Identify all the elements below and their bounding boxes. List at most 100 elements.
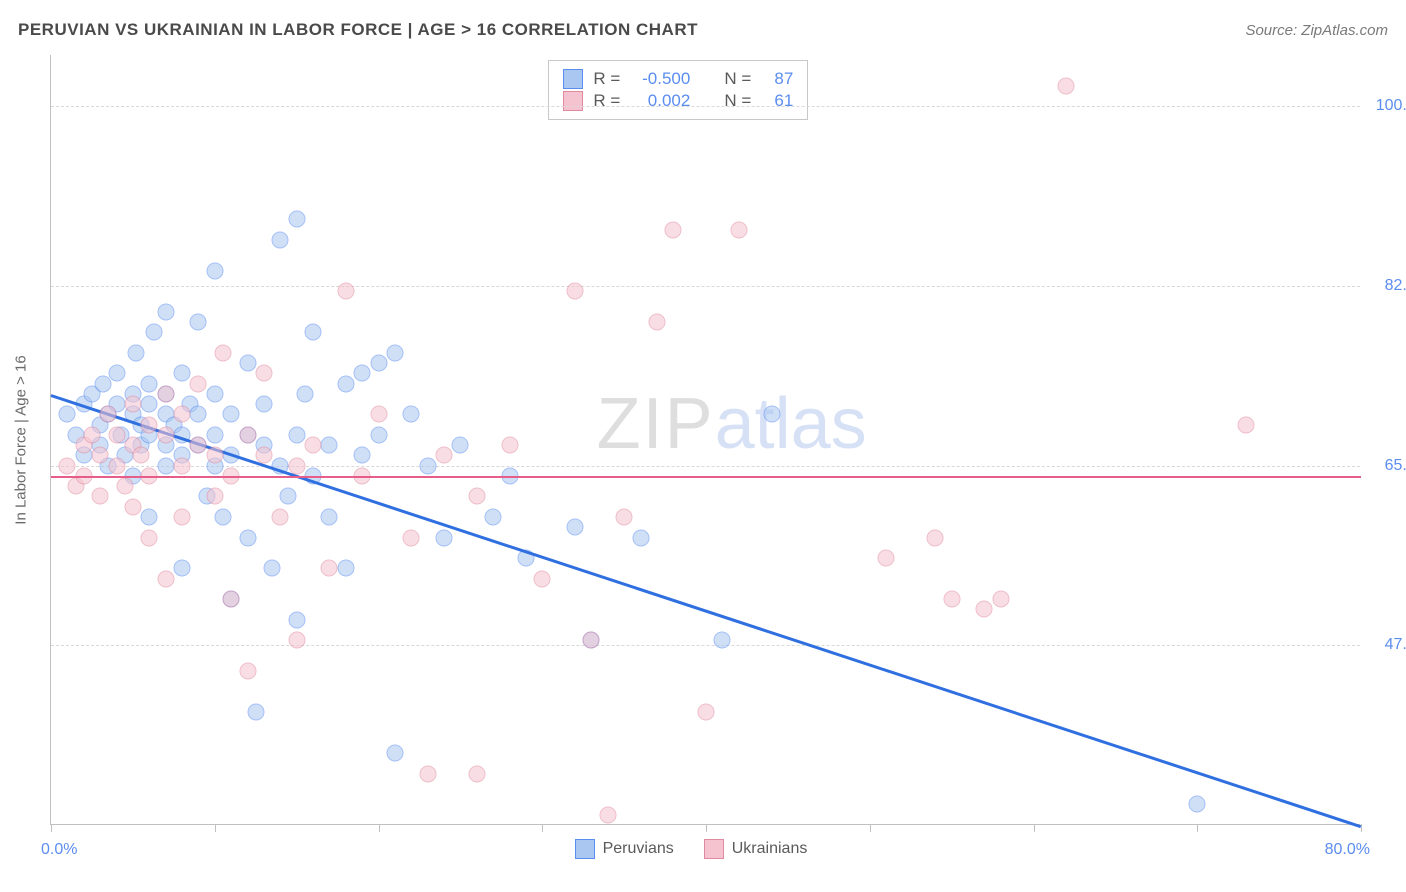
- data-point: [157, 570, 174, 587]
- data-point: [174, 457, 191, 474]
- data-point: [272, 231, 289, 248]
- data-point: [534, 570, 551, 587]
- x-tick: [1197, 824, 1198, 832]
- data-point: [337, 283, 354, 300]
- data-point: [1238, 416, 1255, 433]
- chart-source: Source: ZipAtlas.com: [1245, 22, 1388, 39]
- legend-series-label: Ukrainians: [732, 840, 808, 858]
- data-point: [214, 344, 231, 361]
- data-point: [878, 550, 895, 567]
- data-point: [108, 365, 125, 382]
- legend-n-label: N =: [724, 69, 751, 89]
- data-point: [206, 426, 223, 443]
- correlation-legend: R =-0.500N =87R =0.002N =61: [548, 60, 808, 120]
- data-point: [665, 221, 682, 238]
- data-point: [190, 437, 207, 454]
- data-point: [206, 447, 223, 464]
- data-point: [419, 457, 436, 474]
- data-point: [206, 262, 223, 279]
- legend-swatch: [575, 839, 595, 859]
- data-point: [1058, 77, 1075, 94]
- data-point: [133, 447, 150, 464]
- legend-swatch: [563, 91, 583, 111]
- gridline: [51, 286, 1360, 287]
- data-point: [714, 632, 731, 649]
- data-point: [174, 406, 191, 423]
- data-point: [239, 663, 256, 680]
- data-point: [214, 509, 231, 526]
- data-point: [337, 375, 354, 392]
- x-tick: [51, 824, 52, 832]
- trend-line: [51, 476, 1361, 479]
- data-point: [108, 457, 125, 474]
- data-point: [255, 365, 272, 382]
- data-point: [386, 344, 403, 361]
- data-point: [206, 488, 223, 505]
- legend-n-value: 61: [761, 91, 793, 111]
- data-point: [305, 437, 322, 454]
- data-point: [59, 457, 76, 474]
- data-point: [321, 437, 338, 454]
- chart-title: PERUVIAN VS UKRAINIAN IN LABOR FORCE | A…: [18, 20, 698, 40]
- x-tick: [1034, 824, 1035, 832]
- watermark-atlas: atlas: [715, 384, 867, 464]
- data-point: [305, 324, 322, 341]
- data-point: [632, 529, 649, 546]
- data-point: [976, 601, 993, 618]
- data-point: [141, 396, 158, 413]
- data-point: [730, 221, 747, 238]
- watermark: ZIPatlas: [597, 383, 867, 465]
- data-point: [174, 365, 191, 382]
- legend-item: Peruvians: [575, 839, 674, 859]
- x-tick: [379, 824, 380, 832]
- gridline: [51, 466, 1360, 467]
- data-point: [992, 591, 1009, 608]
- series-legend: Peruvians Ukrainians: [575, 839, 808, 859]
- data-point: [599, 806, 616, 823]
- data-point: [288, 211, 305, 228]
- gridline: [51, 645, 1360, 646]
- legend-swatch: [563, 69, 583, 89]
- data-point: [468, 765, 485, 782]
- x-axis-max-label: 80.0%: [1325, 841, 1370, 859]
- data-point: [59, 406, 76, 423]
- legend-row: R =-0.500N =87: [563, 69, 793, 89]
- data-point: [141, 416, 158, 433]
- data-point: [255, 447, 272, 464]
- legend-swatch: [704, 839, 724, 859]
- x-tick: [706, 824, 707, 832]
- data-point: [83, 426, 100, 443]
- data-point: [190, 375, 207, 392]
- data-point: [927, 529, 944, 546]
- data-point: [239, 426, 256, 443]
- data-point: [157, 303, 174, 320]
- legend-r-value: 0.002: [630, 91, 690, 111]
- data-point: [141, 509, 158, 526]
- data-point: [272, 509, 289, 526]
- data-point: [288, 426, 305, 443]
- data-point: [321, 560, 338, 577]
- data-point: [403, 529, 420, 546]
- data-point: [436, 529, 453, 546]
- data-point: [337, 560, 354, 577]
- legend-series-label: Peruvians: [603, 840, 674, 858]
- y-tick-label: 65.0%: [1370, 457, 1406, 475]
- data-point: [206, 385, 223, 402]
- data-point: [247, 704, 264, 721]
- legend-r-label: R =: [593, 69, 620, 89]
- data-point: [436, 447, 453, 464]
- data-point: [174, 509, 191, 526]
- data-point: [264, 560, 281, 577]
- data-point: [157, 426, 174, 443]
- legend-r-value: -0.500: [630, 69, 690, 89]
- data-point: [452, 437, 469, 454]
- x-axis-min-label: 0.0%: [41, 841, 77, 859]
- data-point: [146, 324, 163, 341]
- data-point: [763, 406, 780, 423]
- data-point: [485, 509, 502, 526]
- data-point: [501, 437, 518, 454]
- data-point: [190, 313, 207, 330]
- data-point: [223, 406, 240, 423]
- data-point: [567, 519, 584, 536]
- y-tick-label: 47.5%: [1370, 636, 1406, 654]
